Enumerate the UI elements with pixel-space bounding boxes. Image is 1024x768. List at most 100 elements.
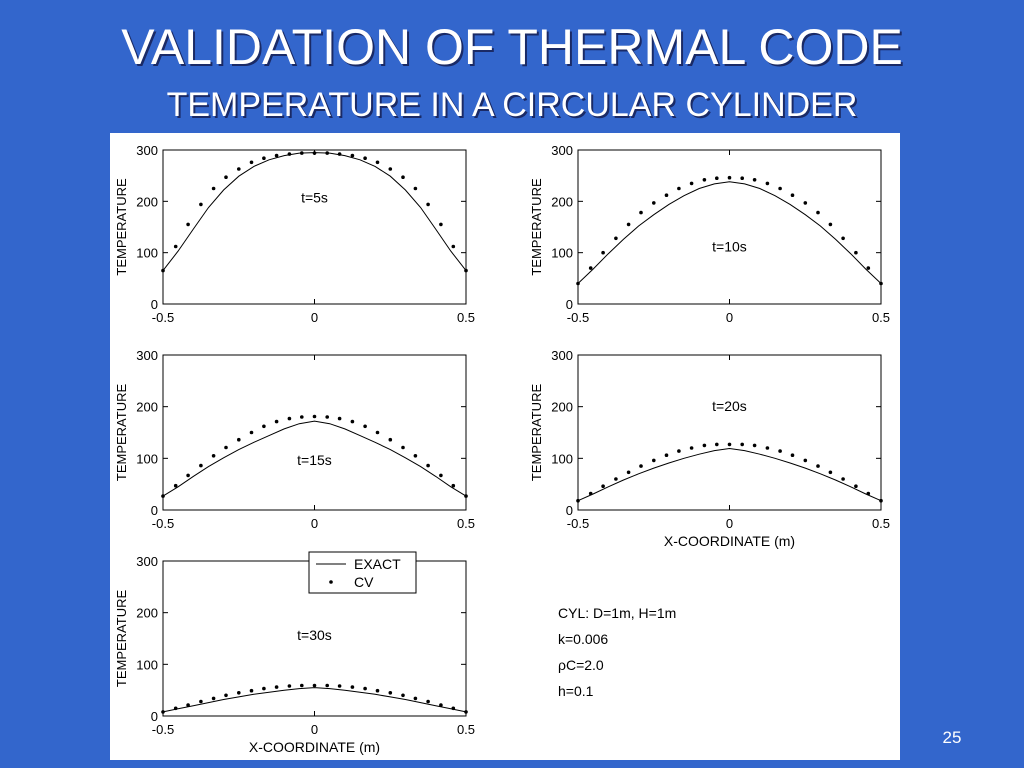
cv-point [803,201,808,205]
x-tick-label: 0.5 [872,516,890,531]
cv-point [325,151,329,155]
cv-point [173,483,178,488]
cv-point [601,250,605,255]
cv-point [186,473,190,478]
cv-point [576,498,580,503]
y-tick-label: 200 [551,400,573,415]
cv-point [388,437,393,442]
cv-point [312,414,317,419]
cv-point [740,176,744,180]
y-tick-label: 0 [151,503,158,518]
cv-point [689,446,694,450]
cv-point [224,445,228,450]
cv-point [274,685,279,689]
cv-point [702,178,707,182]
cv-point [790,193,795,197]
x-tick-label: 0.5 [457,310,475,325]
cv-point [413,454,418,458]
exact-series-line [577,181,882,284]
y-tick-label: 100 [551,246,573,261]
cv-point [790,453,795,458]
legend-dot-swatch [329,580,333,584]
y-tick-label: 300 [551,143,573,158]
cv-point [765,446,770,450]
cv-point [727,442,732,447]
cv-point [274,419,279,424]
slide-subtitle: TEMPERATURE IN A CIRCULAR CYLINDER [166,86,858,124]
x-tick-label: 0.5 [457,722,475,737]
exact-series-line [162,687,467,713]
cv-point [765,181,770,186]
cv-point [639,210,643,215]
x-tick-label: 0.5 [872,310,890,325]
cv-point [652,458,656,463]
exact-series-line [162,420,467,497]
x-tick-label: -0.5 [152,516,174,531]
cv-point [262,686,266,691]
y-tick-label: 100 [551,451,573,466]
cv-point [689,181,694,186]
cv-point [752,178,757,182]
cv-point [639,464,643,468]
param-cylinder: CYL: D=1m, H=1m [558,605,676,621]
cv-point [664,193,669,197]
cv-point [211,454,216,458]
x-tick-label: 0 [311,722,318,737]
cv-point [413,186,418,191]
time-annotation: t=15s [297,452,332,468]
cv-point [375,688,380,693]
y-tick-label: 100 [136,246,158,261]
cv-point [879,498,883,503]
plot-frame [577,354,882,511]
cv-point [350,685,355,689]
cv-point [439,473,443,478]
y-tick-label: 200 [551,194,573,209]
x-axis-label: X-COORDINATE (m) [249,739,380,755]
cv-point [451,483,456,488]
cv-point [778,449,782,453]
cv-point [677,186,681,191]
cv-point [702,443,707,448]
legend: EXACT CV [308,551,417,594]
cv-point [363,424,367,429]
cv-point [325,683,329,688]
y-tick-label: 200 [136,606,158,621]
cv-point [287,152,292,156]
y-axis-label: TEMPERATURE [114,178,129,276]
cv-point [186,703,190,707]
y-tick-label: 300 [551,348,573,363]
cv-point [740,442,744,447]
figure-panel: 0 100 200 300 -0.5 0 0.5 TEMPERATURE t=5s 0 100 200… [110,133,900,760]
cv-point [601,484,605,489]
slide-title: VALIDATION OF THERMAL CODE [121,19,903,75]
time-annotation: t=5s [301,189,328,205]
cv-point [161,710,165,714]
plot-frame [162,354,467,511]
cv-point [224,175,228,179]
cv-point [439,703,443,707]
cv-point [388,167,393,171]
param-k: k=0.006 [558,631,608,647]
cv-point [375,160,380,165]
cv-point [841,236,845,241]
plot-frame [162,149,467,305]
x-tick-label: 0.5 [457,516,475,531]
cv-point [803,458,808,463]
cv-point [388,691,393,695]
cv-point [300,415,304,419]
cv-point [312,151,317,155]
cv-point [237,437,241,442]
cv-point [677,449,681,453]
y-tick-label: 100 [136,451,158,466]
cv-point [237,691,241,695]
y-tick-label: 200 [136,194,158,209]
cv-point [300,683,304,688]
cv-point [816,210,820,215]
cv-point [249,160,254,165]
legend-box [308,551,417,594]
parameters-block: CYL: D=1m, H=1m k=0.006 ρC=2.0 h=0.1 [558,605,676,699]
cv-point [363,686,367,691]
param-h: h=0.1 [558,683,594,699]
